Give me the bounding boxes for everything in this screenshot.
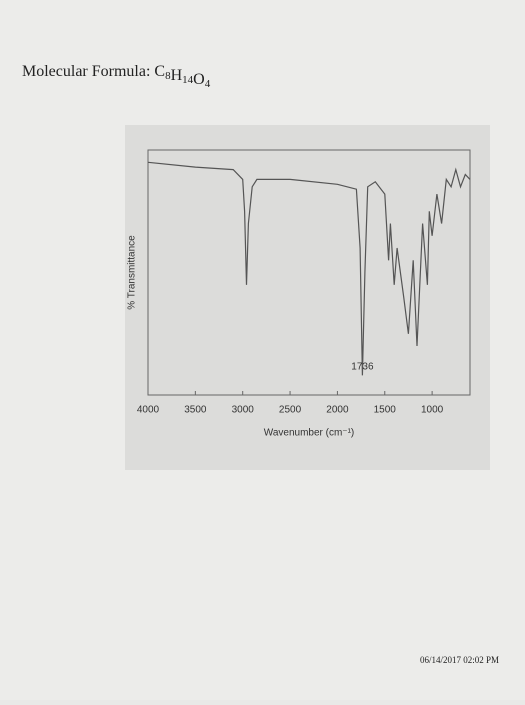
x-tick-label: 2000 xyxy=(326,405,349,416)
x-tick-label: 3000 xyxy=(232,405,255,416)
molecular-formula: Molecular Formula: C8H14O4 xyxy=(22,63,211,90)
element-count: 14 xyxy=(182,74,194,86)
element-count: 4 xyxy=(205,78,211,90)
element-symbol: H xyxy=(171,67,183,84)
element-symbol: C xyxy=(154,63,165,80)
plot-frame xyxy=(147,149,471,396)
timestamp: 06/14/2017 02:02 PM xyxy=(420,655,499,665)
x-tick-label: 4000 xyxy=(137,405,160,416)
chart-panel xyxy=(125,125,490,470)
x-tick-label: 1000 xyxy=(421,405,444,416)
formula-label: Molecular Formula: xyxy=(22,63,150,80)
x-axis-label: Wavenumber (cm⁻¹) xyxy=(264,428,354,439)
peak-annotation: 1736 xyxy=(351,362,374,373)
spectrum-line xyxy=(147,161,471,376)
y-axis-label: % Transmittance xyxy=(127,235,138,310)
x-tick-label: 1500 xyxy=(374,405,397,416)
element-count: 8 xyxy=(165,70,171,82)
x-tick-label: 3500 xyxy=(184,405,207,416)
element-symbol: O xyxy=(193,71,205,88)
x-tick-label: 2500 xyxy=(279,405,302,416)
